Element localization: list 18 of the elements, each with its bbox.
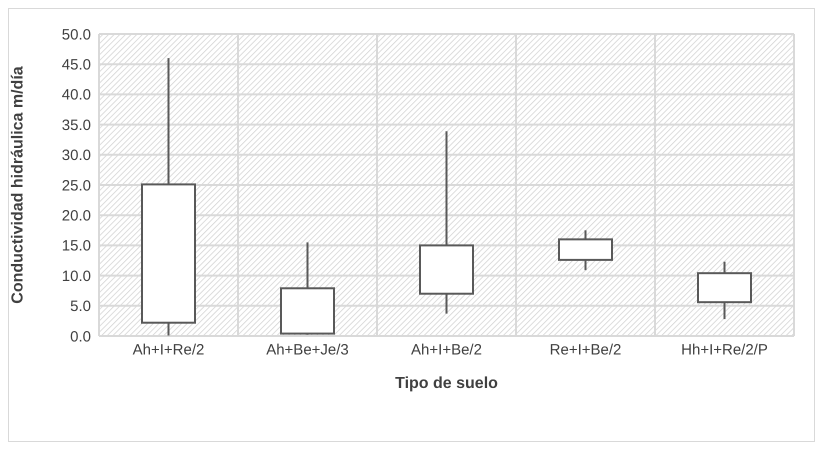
y-tick-label: 5.0 xyxy=(70,298,91,316)
y-tick-label: 20.0 xyxy=(62,208,91,225)
y-tick-label: 40.0 xyxy=(62,86,91,104)
x-tick-label: Hh+I+Re/2/P xyxy=(681,342,768,359)
y-tick-label: 15.0 xyxy=(62,238,91,255)
y-tick-label: 30.0 xyxy=(62,147,91,164)
x-tick-label: Ah+I+Be/2 xyxy=(411,342,482,359)
x-tick-label: Ah+Be+Je/3 xyxy=(266,342,349,359)
y-tick-label: 50.0 xyxy=(62,26,91,44)
y-tick-label: 35.0 xyxy=(62,116,91,134)
x-axis-title: Tipo de suelo xyxy=(395,375,498,392)
x-tick-label: Ah+I+Re/2 xyxy=(132,342,204,359)
y-tick-label: 0.0 xyxy=(70,328,91,346)
y-tick-label: 25.0 xyxy=(62,177,91,194)
x-tick-label: Re+I+Be/2 xyxy=(550,342,622,359)
y-axis-title: Conductividad hidráulica m/día xyxy=(10,66,27,304)
y-tick-label: 10.0 xyxy=(62,268,91,285)
y-tick-label: 45.0 xyxy=(62,56,91,74)
